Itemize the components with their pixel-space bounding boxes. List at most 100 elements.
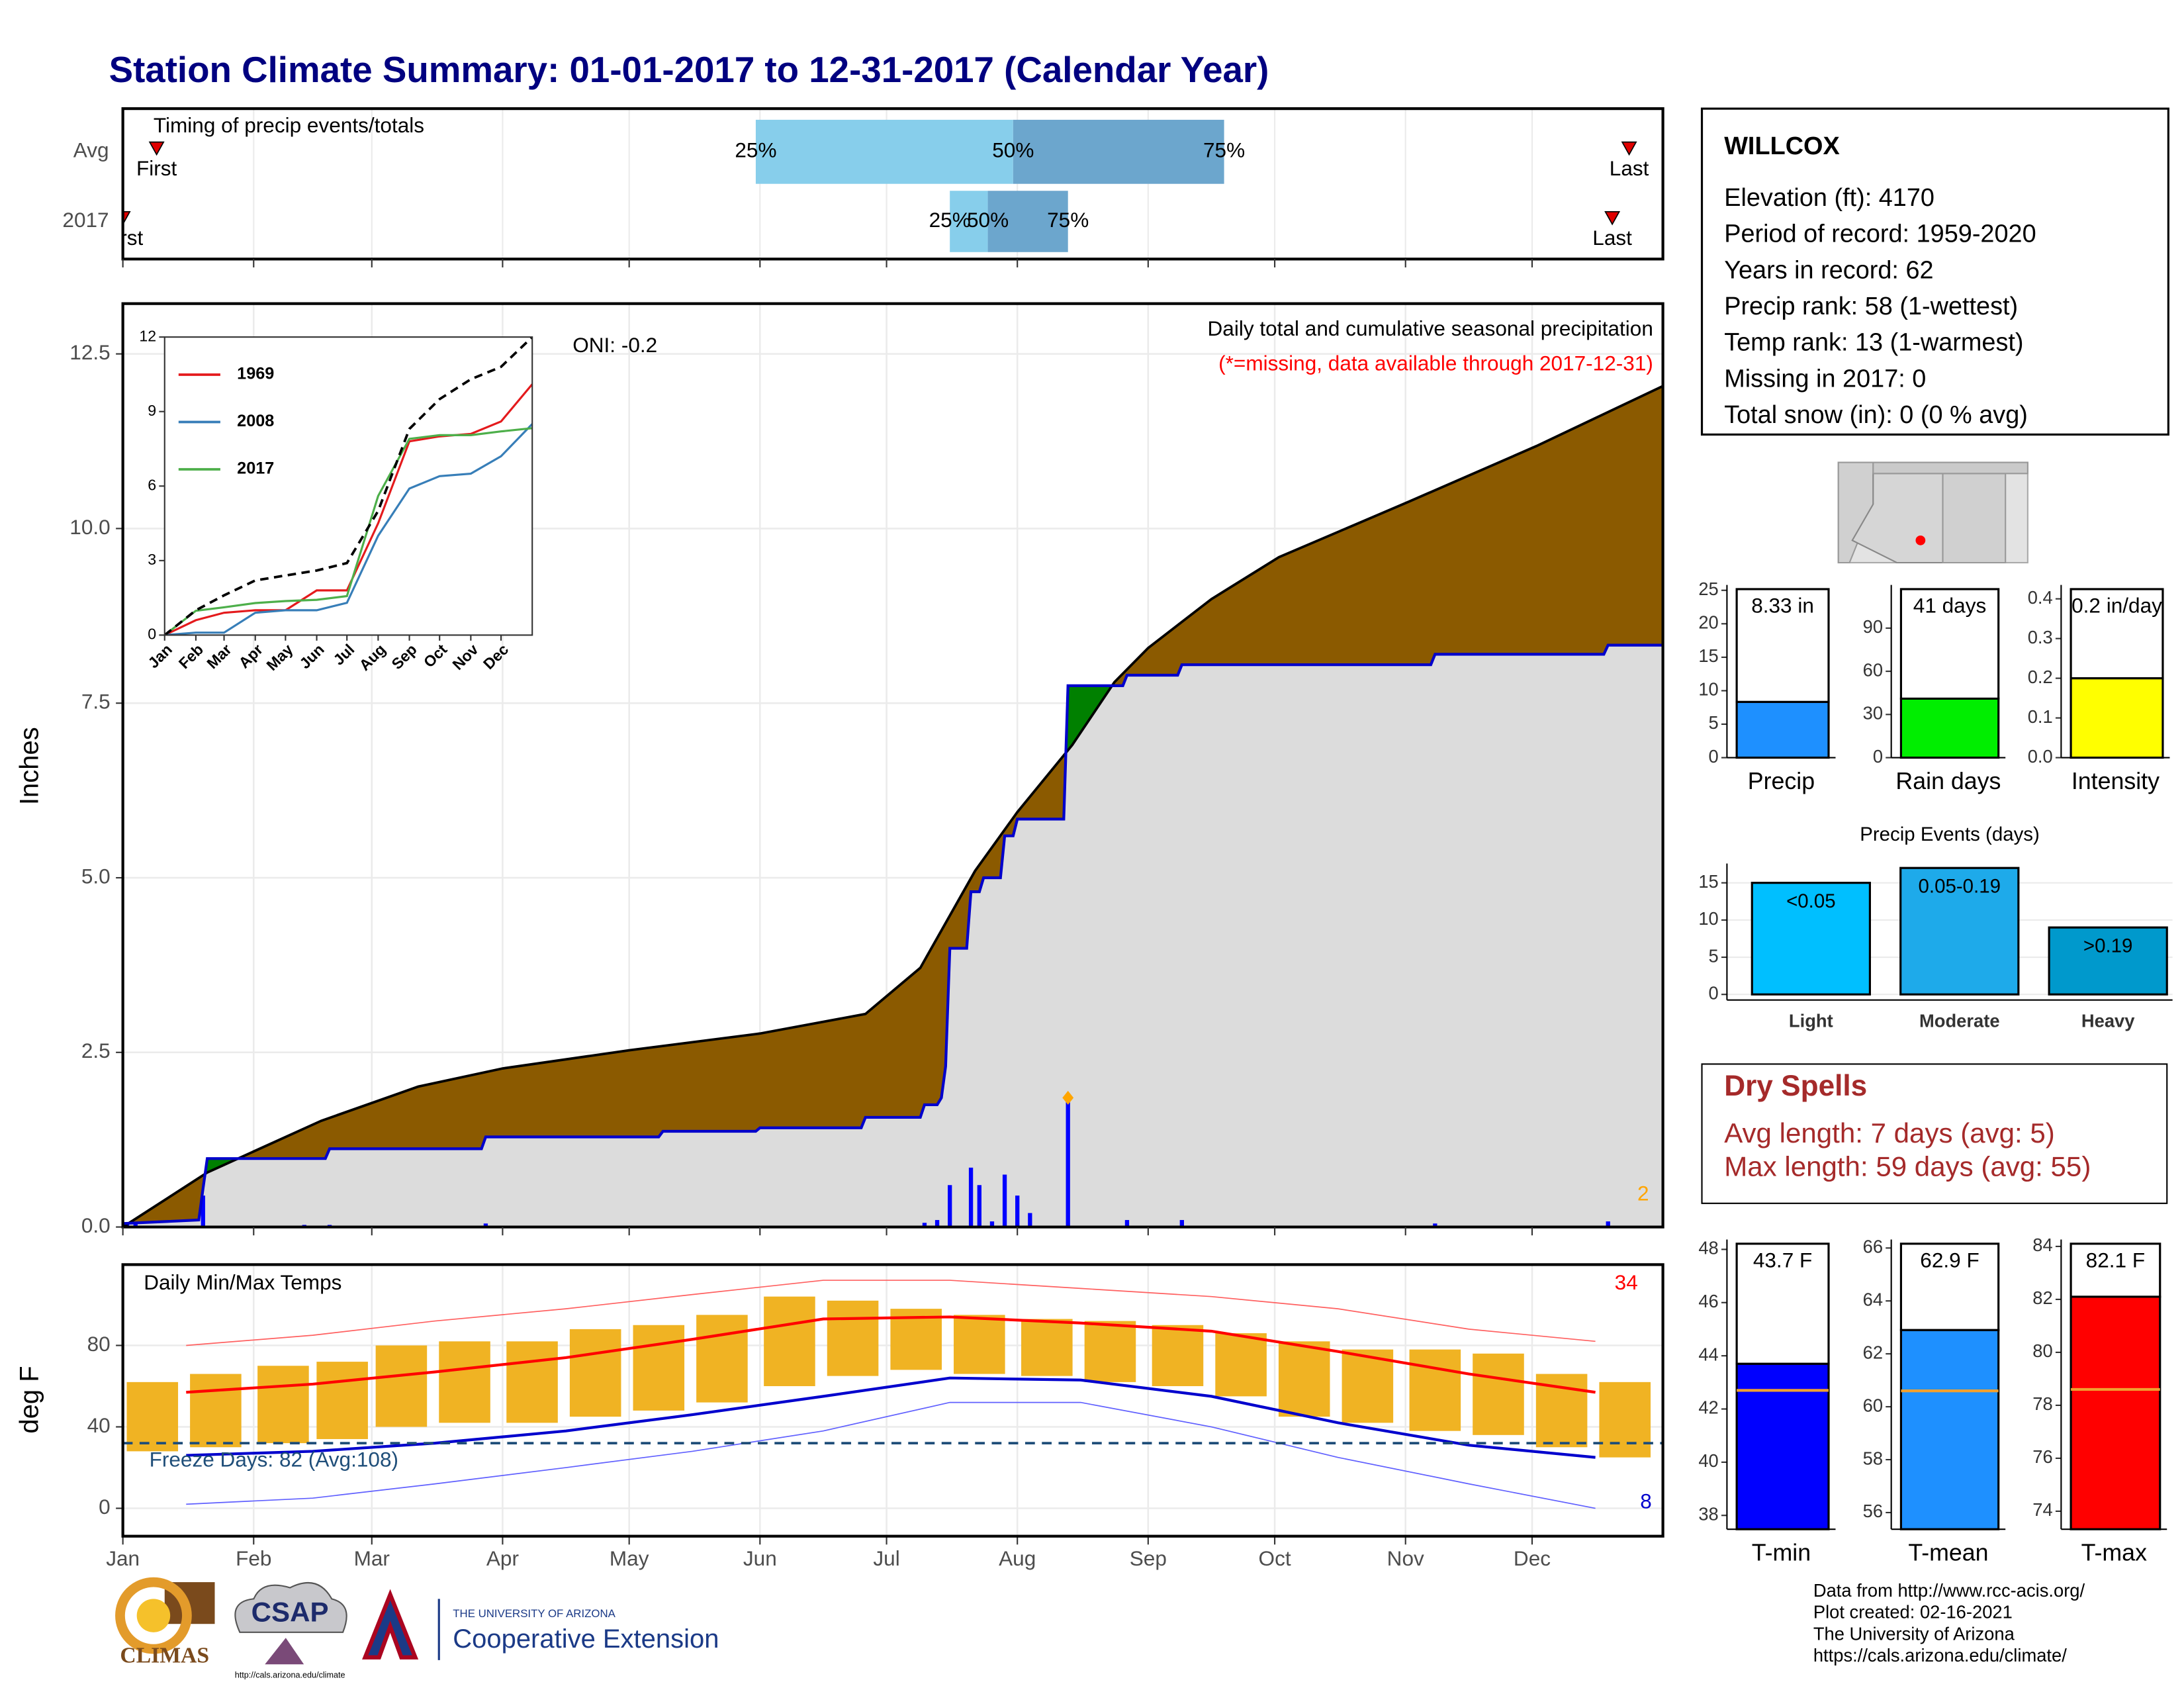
y-tick-label: 7.5: [81, 690, 111, 714]
panel-border: [121, 302, 1664, 1229]
category-label: T-min: [1752, 1539, 1811, 1566]
summary-bar: [1735, 700, 1830, 759]
event-marker: [1604, 211, 1621, 226]
y-tick-label: 74: [2032, 1499, 2052, 1520]
normal-max-line: [186, 1315, 1596, 1394]
freeze-annotation: Freeze Days: 82 (Avg:108): [150, 1447, 398, 1471]
y-tick-label: 0: [148, 626, 156, 643]
quartile-label: 75%: [1203, 138, 1245, 162]
y-tick-label: 84: [2032, 1235, 2052, 1255]
y-tick-label: 0.1: [2028, 706, 2053, 727]
row-label: 2017: [62, 208, 109, 232]
climas-shape: [115, 1577, 192, 1654]
x-tick-label: Light: [1789, 1011, 1833, 1031]
daily-bar: [977, 1185, 981, 1227]
category-label: T-max: [2081, 1539, 2147, 1566]
bin-label: 0.05-0.19: [1919, 875, 2001, 897]
y-tick-label: 20: [1698, 612, 1718, 633]
footer: Data from http://www.rcc-acis.org/Plot c…: [1813, 1580, 2085, 1665]
y-tick-label: 10.0: [69, 515, 110, 539]
daily-temp-bar: [257, 1366, 309, 1444]
daily-temp-bar: [1215, 1333, 1267, 1397]
daily-bar: [1179, 1220, 1184, 1227]
quartile-label: 25%: [735, 138, 776, 162]
daily-temp-bar: [126, 1382, 179, 1452]
chart-title: Daily total and cumulative seasonal prec…: [1208, 316, 1653, 340]
y-tick-label: 15: [1698, 645, 1718, 666]
value-box: [2070, 588, 2164, 680]
y-tick-label: 80: [87, 1332, 111, 1356]
y-tick-label: 5: [1709, 945, 1719, 966]
info-line: Period of record: 1959-2020: [1724, 220, 2036, 248]
y-tick-label: 12.5: [69, 340, 110, 364]
x-tick-label: Moderate: [1919, 1011, 2000, 1031]
y-tick-label: 44: [1698, 1344, 1718, 1364]
event-label: First: [103, 226, 144, 250]
x-tick-label: Aug: [999, 1546, 1036, 1570]
y-tick-label: 48: [1698, 1238, 1718, 1258]
value-label: 43.7 F: [1753, 1248, 1812, 1272]
y-tick-label: 9: [148, 402, 156, 419]
summary-bar: [2070, 677, 2164, 759]
x-tick-label: Heavy: [2081, 1011, 2135, 1031]
quartile-label: 25%: [929, 208, 971, 232]
category-label: Precip: [1748, 768, 1815, 794]
daily-bar: [201, 1196, 205, 1227]
panel-border: [121, 107, 1664, 261]
quartile-bar: [987, 191, 1068, 252]
ua-name: THE UNIVERSITY OF ARIZONA: [453, 1607, 615, 1620]
dry-spells-lines: Avg length: 7 days (avg: 5)Max length: 5…: [1724, 1117, 2091, 1182]
event-marker: [122, 211, 131, 226]
legend-label: 2017: [237, 459, 274, 478]
daily-temp-bar: [633, 1325, 685, 1411]
value-box: [2070, 1243, 2161, 1298]
daily-temp-bar: [569, 1329, 621, 1417]
corner-note: 2: [1637, 1182, 1649, 1205]
info-line: https://cals.arizona.edu/climate/: [1813, 1645, 2067, 1665]
x-tick-label: Dec: [1514, 1546, 1551, 1570]
y-tick-label: 82: [2032, 1288, 2052, 1308]
x-tick-label: Jan: [106, 1546, 140, 1570]
daily-temp-bar: [1021, 1319, 1073, 1376]
station-lines: Elevation (ft): 4170 Period of record: 19…: [1724, 184, 2036, 429]
oni-annotation: ONI: -0.2: [572, 333, 657, 357]
climas-logo-text: CLIMAS: [120, 1643, 209, 1667]
daily-bar: [989, 1221, 995, 1227]
y-tick-label: 3: [148, 551, 156, 568]
x-tick-label: Mar: [354, 1546, 390, 1570]
daily-temp-bar: [1473, 1353, 1524, 1435]
daily-bar: [483, 1223, 488, 1227]
category-label: T-mean: [1908, 1539, 1988, 1566]
value-label: 41 days: [1913, 594, 1987, 618]
bar: [2048, 926, 2168, 996]
dry-spells-box: [1701, 1063, 2168, 1204]
event-label: First: [136, 156, 177, 180]
daily-bar: [1606, 1221, 1610, 1227]
y-tick-label: 76: [2032, 1446, 2052, 1467]
station-box: [1700, 107, 2169, 436]
max-marker: [1062, 1090, 1074, 1105]
y-tick-label: 80: [2032, 1340, 2052, 1361]
x-tick-label: Jul: [873, 1546, 899, 1570]
bin-label: <0.05: [1786, 890, 1836, 912]
y-tick-label: 62: [1863, 1342, 1883, 1362]
daily-bar: [1015, 1196, 1020, 1227]
y-tick-label: 0: [1873, 746, 1883, 767]
quartile-label: 50%: [967, 208, 1009, 232]
chart-subtitle: (*=missing, data available through 2017-…: [1218, 352, 1653, 375]
quartile-bar: [1013, 119, 1224, 184]
y-tick-label: 78: [2032, 1393, 2052, 1414]
y-tick-label: 90: [1863, 616, 1883, 637]
record-min-line: [186, 1401, 1596, 1509]
quartile-bar: [950, 191, 988, 252]
info-line: Data from http://www.rcc-acis.org/: [1813, 1580, 2085, 1601]
y-tick-label: 56: [1863, 1501, 1883, 1521]
event-marker: [148, 141, 165, 156]
map-state: [1872, 461, 2028, 475]
x-tick-label: Sep: [1130, 1546, 1167, 1570]
summary-bar: [1735, 1362, 1830, 1530]
station-name: WILLCOX: [1724, 132, 1840, 160]
value-label: 62.9 F: [1920, 1248, 1979, 1272]
